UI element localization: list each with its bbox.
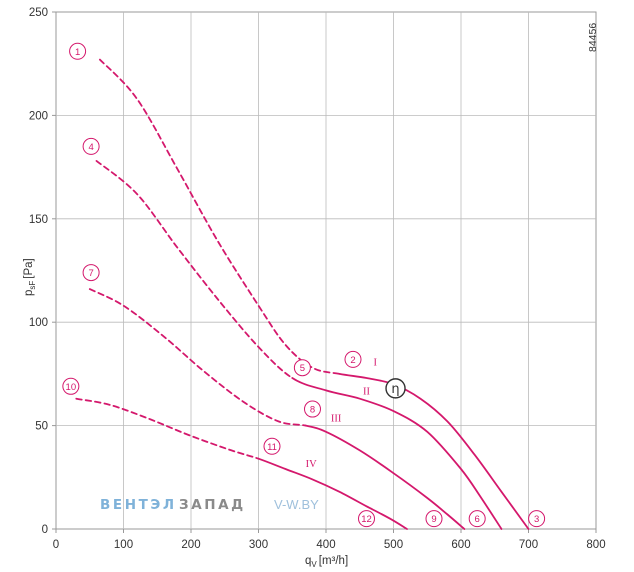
series-III-solid-line [304,424,466,530]
y-axis-label-main: p [23,290,35,296]
point-marker-12-label: 12 [361,514,372,525]
efficiency-marker-symbol: η [391,382,399,397]
x-axis-label-unit: [m³/h] [319,555,348,567]
point-marker-7-label: 7 [88,268,93,279]
x-axis-label-main: q [305,555,311,567]
x-tick-label: 400 [316,539,335,551]
point-marker-8-circle [304,400,321,418]
figure-code: 84456 [587,23,599,52]
y-axis-label-sub: sF [28,281,37,290]
series-II-dashed-line [95,160,294,379]
series-II-solid-line [291,377,503,530]
x-axis-label: qV [m³/h] [305,555,348,569]
point-marker-4-label: 4 [88,142,93,153]
series-III-dashed-line [88,288,307,427]
point-marker-10-circle [62,377,80,395]
series-I-solid-line [338,373,530,530]
watermark-part-1: ВЕНТЭЛ [100,497,177,513]
series-label-I: I [374,357,378,368]
series-IV-dashed-line [75,397,260,460]
x-tick-label: 100 [114,539,133,551]
y-axis-label-unit: [Pa] [23,258,35,278]
point-marker-9-circle [425,510,443,528]
point-marker-6-label: 6 [475,514,480,525]
x-tick-label: 300 [249,539,268,551]
y-tick-label: 100 [29,317,48,329]
series-label-IV: IV [306,459,317,470]
point-marker-7-circle [82,264,100,282]
y-tick-label: 150 [29,214,48,226]
point-marker-6-circle [468,510,486,528]
point-marker-1-label: 1 [75,47,80,58]
point-marker-2-circle [344,350,362,368]
point-marker-11-label: 11 [267,442,277,453]
series-layer [75,58,530,530]
y-tick-label: 250 [29,7,48,19]
point-marker-8-label: 8 [310,405,315,416]
point-marker-4-circle [82,137,100,155]
x-tick-label: 800 [586,539,605,551]
point-marker-3-circle [528,510,546,528]
x-tick-label: 500 [384,539,403,551]
point-marker-5-label: 5 [300,363,305,374]
x-tick-label: 0 [53,539,59,551]
point-marker-2-label: 2 [350,355,355,366]
point-marker-3-label: 3 [534,514,539,525]
y-tick-label: 0 [42,524,48,536]
point-marker-11-circle [263,437,281,455]
point-marker-9-label: 9 [431,514,436,525]
series-IV-solid-line [257,457,408,530]
grid [52,11,597,533]
point-marker-5-circle [293,359,311,377]
tick-labels: 0 100 200 300 400 500 600 700 800 0 50 100 150 200 250 [29,7,606,551]
y-axis-label: psF [Pa] [23,258,37,296]
y-tick-label: 200 [29,110,48,122]
watermark-part-2: ЗАПАД [179,497,246,513]
series-I-dashed-line [99,58,341,375]
point-marker-12-circle [358,510,375,528]
y-tick-label: 50 [35,421,48,433]
x-tick-label: 700 [519,539,538,551]
series-label-III: III [331,413,342,424]
watermark: ВЕНТЭЛ ЗАПАД V-W.BY [100,497,319,513]
watermark-part-3: V-W.BY [274,497,319,512]
point-marker-10-label: 10 [66,382,77,393]
x-axis-label-sub: V [311,560,317,569]
efficiency-marker-circle [385,378,406,399]
x-tick-label: 200 [181,539,200,551]
x-tick-label: 600 [451,539,470,551]
series-label-II: II [363,386,370,397]
point-marker-1-circle [69,42,87,60]
